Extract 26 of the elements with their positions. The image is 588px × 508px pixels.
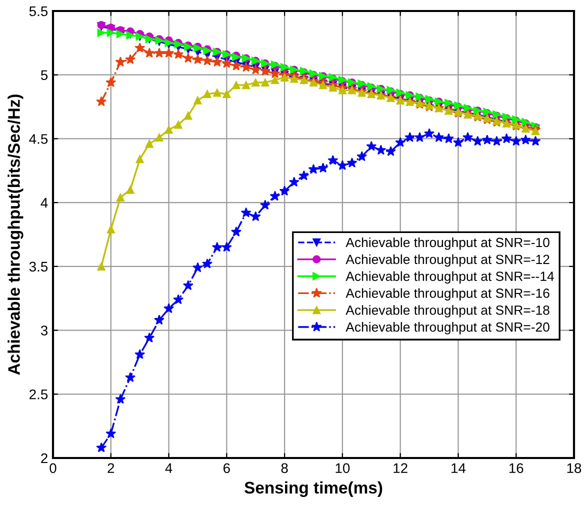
legend-label: Achievable throughput at SNR=-12 (346, 254, 550, 267)
y-tick-label: 5 (40, 70, 48, 80)
x-tick-label: 18 (567, 463, 582, 474)
legend-label: Achievable throughput at SNR=-10 (346, 237, 550, 250)
y-tick-label: 3.5 (29, 262, 48, 272)
x-axis-title: Sensing time(ms) (244, 481, 382, 497)
y-axis-title: Achievable throughput(bits/Sec/Hz) (8, 94, 24, 375)
x-tick-label: 16 (509, 463, 524, 474)
x-tick-label: 0 (50, 463, 56, 474)
y-tick-label: 4 (40, 198, 48, 208)
x-tick-label: 10 (336, 463, 350, 474)
x-tick-label: 6 (224, 463, 230, 474)
x-tick-label: 14 (452, 463, 466, 473)
legend-label: Achievable throughput at SNR=-20 (346, 322, 550, 334)
y-tick-label: 2.5 (30, 389, 48, 400)
x-tick-label: 8 (281, 463, 288, 474)
x-tick-label: 4 (165, 463, 172, 473)
y-tick-label: 2 (41, 453, 48, 464)
x-tick-label: 12 (394, 463, 408, 473)
x-tick-label: 2 (108, 463, 114, 473)
legend-label: Achievable throughput at SNR=--14 (346, 271, 554, 284)
y-tick-label: 3 (40, 326, 48, 336)
legend-label: Achievable throughput at SNR=-18 (346, 305, 550, 318)
y-tick-label: 4.5 (29, 134, 48, 144)
y-tick-label: 5.5 (29, 6, 48, 16)
legend-label: Achievable throughput at SNR=-16 (346, 288, 550, 301)
